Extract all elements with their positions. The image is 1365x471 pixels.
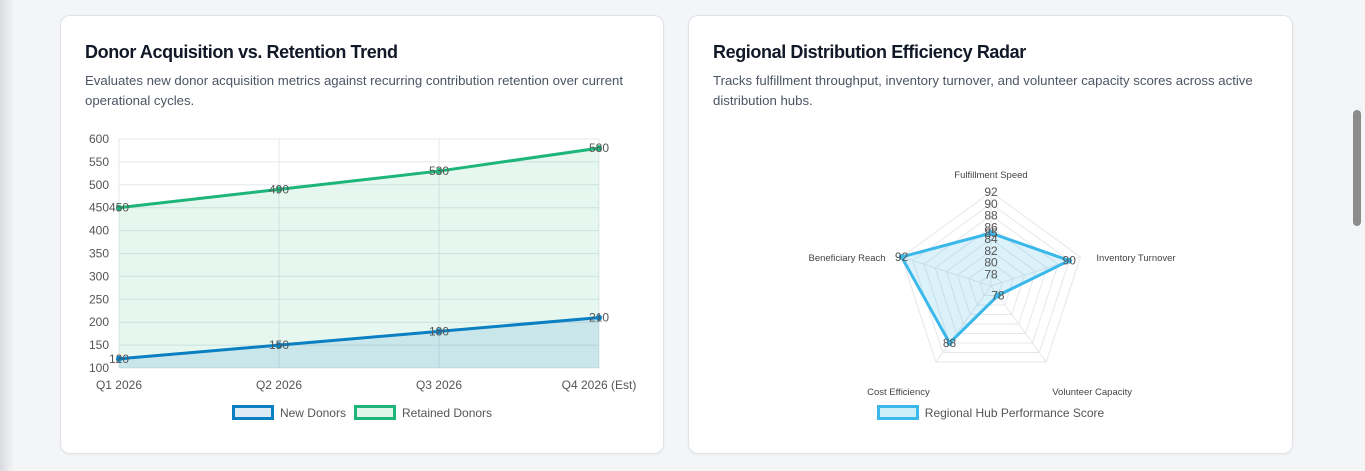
radar-data-point [898,253,905,260]
series-line-new-donors [118,316,600,361]
radar-data-label: 90 [1063,254,1077,268]
radar-grid-ring [945,238,1037,325]
legend-item-retained-donors[interactable]: Retained Donors [353,405,493,420]
data-point [596,145,602,152]
legend-swatch [231,405,274,420]
legend-swatch [876,405,919,420]
data-point [596,314,602,321]
data-label: 450 [109,201,129,215]
radar-tick-label: 78 [984,267,998,281]
radar-card: Regional Distribution Efficiency Radar T… [688,15,1293,454]
legend-label: Regional Hub Performance Score [924,405,1105,420]
data-point [276,342,282,349]
x-tick-label: Q1 2026 [96,378,142,392]
series-line-retained-donors [118,146,600,210]
legend-item-hub-score[interactable]: Regional Hub Performance Score [876,405,1105,420]
data-label: 150 [269,338,289,352]
x-tick-label: Q3 2026 [416,378,462,392]
radar-data-label: 78 [991,289,1005,303]
y-tick-label: 400 [89,224,109,238]
radar-axis-label: Volunteer Capacity [1052,387,1132,398]
radar-grid-ring [979,273,1003,297]
data-label: 580 [589,141,609,155]
radar-series-area [900,231,1071,345]
y-tick-label: 350 [89,247,109,261]
radar-data-label: 85 [984,226,998,240]
data-point [116,355,122,362]
data-label: 530 [429,164,449,178]
radar-grid-ring [956,250,1026,316]
chart-legend: New Donors Retained Donors [61,405,663,420]
legend-label: New Donors [279,405,346,420]
x-tick-label: Q2 2026 [256,378,302,392]
radar-axis-label: Inventory Turnover [1096,253,1175,264]
y-tick-label: 150 [89,338,109,352]
data-label: 490 [269,182,289,196]
x-tick-label: Q4 2026 (Est) [562,378,637,392]
card-description: Evaluates new donor acquisition metrics … [85,73,624,108]
y-tick-label: 200 [89,315,109,329]
radar-tick-label: 80 [984,256,998,270]
radar-spoke [935,285,992,363]
y-tick-label: 550 [89,155,109,169]
data-label: 180 [429,324,449,338]
y-tick-label: 500 [89,178,109,192]
radar-tick-label: 86 [984,220,998,234]
radar-grid-ring [968,261,1014,306]
radar-grid-ring [934,226,1048,335]
radar-tick-label: 88 [984,209,998,223]
legend-item-new-donors[interactable]: New Donors [231,405,346,420]
series-area-retained-donors [119,148,599,368]
legend-swatch [353,405,396,420]
radar-data-point [946,340,953,347]
y-tick-label: 250 [89,292,109,306]
legend-label: Retained Donors [401,405,493,420]
radar-data-label: 92 [895,250,909,264]
radar-data-point [994,292,1001,299]
scrollbar-track[interactable] [1349,0,1365,471]
radar-tick-label: 84 [984,232,998,246]
radar-spoke [901,256,992,287]
chart-legend: Regional Hub Performance Score [689,405,1292,420]
card-title: Regional Distribution Efficiency Radar [713,42,1026,62]
radar-data-point [988,230,994,237]
radar-tick-label: 82 [984,244,998,258]
radar-axis-label: Cost Efficiency [867,387,930,398]
donor-trend-card: Donor Acquisition vs. Retention Trend Ev… [60,15,664,454]
radar-axis-label: Beneficiary Reach [808,253,885,264]
data-point [436,328,442,335]
data-label: 210 [589,311,609,325]
radar-grid-ring [923,214,1059,344]
card-description: Tracks fulfillment throughput, inventory… [713,73,1253,108]
data-label: 120 [109,352,129,366]
radar-data-label: 88 [943,336,957,350]
y-tick-label: 600 [89,132,109,146]
page-edge-shadow [0,0,14,471]
radar-axis-label: Fulfillment Speed [954,170,1027,181]
radar-tick-label: 92 [984,185,998,199]
data-point [116,204,122,211]
radar-grid-ring [901,191,1081,363]
radar-tick-label: 90 [984,197,998,211]
radar-spoke [990,285,1047,363]
y-tick-label: 100 [89,361,109,375]
card-title: Donor Acquisition vs. Retention Trend [85,42,398,62]
y-tick-label: 300 [89,269,109,283]
radar-data-point [1066,257,1073,264]
scrollbar-thumb[interactable] [1353,110,1361,226]
y-tick-label: 450 [89,201,109,215]
series-area-new-donors [119,317,599,368]
data-point [276,186,282,193]
data-point [436,168,442,175]
